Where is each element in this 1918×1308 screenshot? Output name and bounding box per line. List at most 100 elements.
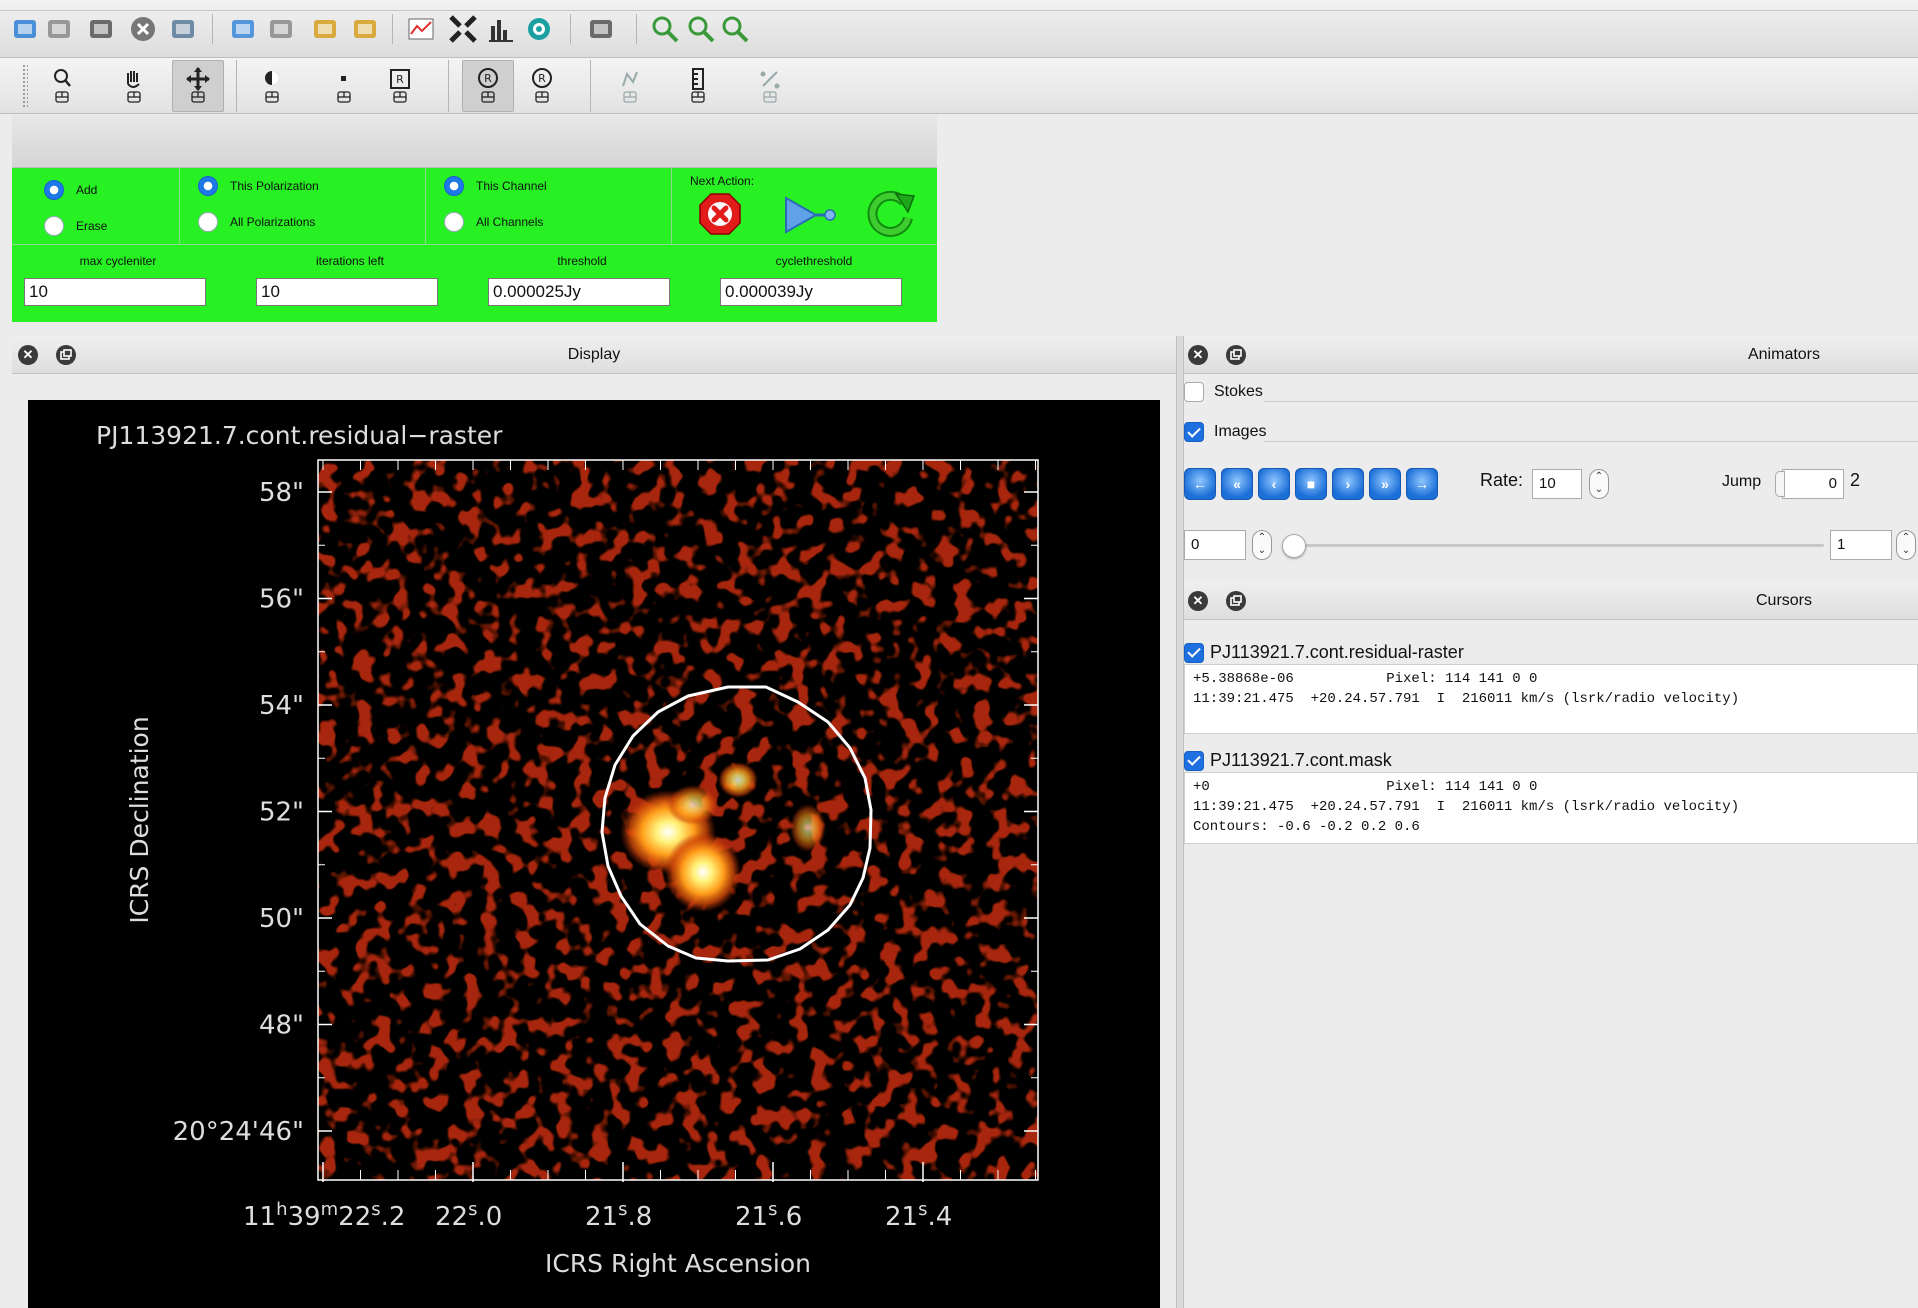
new-panel-icon[interactable] (228, 14, 258, 44)
all-channels-dot[interactable] (444, 212, 464, 232)
y-tick-label: 50" (259, 904, 304, 934)
image-canvas[interactable]: PJ113921.7.cont.residual−raster 58" 56" 54… (28, 400, 1160, 1308)
crosshair-tool-icon[interactable] (172, 60, 224, 112)
threshold-input[interactable]: 0.000025Jy (488, 278, 670, 306)
cursors-float-icon[interactable] (1226, 591, 1246, 611)
stokes-row[interactable]: Stokes (1184, 382, 1263, 402)
wrench-icon[interactable] (44, 14, 74, 44)
frame-end-stepper[interactable]: ⌃ ⌄ (1896, 530, 1916, 560)
print-icon[interactable] (586, 14, 616, 44)
contrast-tool-icon[interactable] (246, 60, 298, 112)
copy-window-icon[interactable] (86, 14, 116, 44)
pan-tool-icon[interactable] (108, 60, 160, 112)
this-polarization-dot[interactable] (198, 176, 218, 196)
continue-button[interactable] (782, 194, 838, 236)
profile-chart-icon[interactable] (406, 14, 436, 44)
toolbar-grip[interactable] (22, 64, 28, 108)
iterations-left-input[interactable]: 10 (256, 278, 438, 306)
field-label-2: threshold (557, 254, 607, 268)
load-panel-icon[interactable] (350, 14, 380, 44)
stokes-checkbox[interactable] (1184, 382, 1204, 402)
stop-icon[interactable]: ■ (1295, 468, 1327, 500)
rewind-icon[interactable]: ← (1184, 468, 1216, 500)
all-polarizations-dot[interactable] (198, 212, 218, 232)
frame-slider-track[interactable] (1284, 544, 1824, 547)
display-close-icon[interactable]: ✕ (18, 345, 38, 365)
jump-input[interactable]: 0 (1782, 469, 1844, 499)
images-row[interactable]: Images (1184, 422, 1266, 442)
cursors-dock-title: Cursors (1755, 592, 1812, 609)
this-channel-dot[interactable] (444, 176, 464, 196)
cursor-item-raster[interactable]: PJ113921.7.cont.residual-raster (1184, 642, 1464, 663)
paintbrush-icon[interactable] (168, 14, 198, 44)
frame-end-input[interactable]: 1 (1830, 530, 1892, 560)
cursor-raster-checkbox[interactable] (1184, 642, 1204, 663)
add-radio[interactable]: Add (44, 180, 97, 200)
panel-settings-icon[interactable] (266, 14, 296, 44)
total-frames: 2 (1850, 470, 1861, 490)
to-start-icon[interactable]: « (1221, 468, 1253, 500)
step-forward-icon[interactable]: › (1332, 468, 1364, 500)
x-tick-label: 21s.8 (585, 1199, 652, 1232)
restart-button[interactable] (864, 188, 916, 240)
display-float-icon[interactable] (56, 345, 76, 365)
toolbar-strip (12, 114, 937, 168)
cursor-raster-readout: +5.38868e-06 Pixel: 114 141 0 0 11:39:21… (1184, 664, 1918, 734)
rate-input[interactable]: 10 (1532, 469, 1582, 499)
fit-target-icon[interactable] (524, 14, 554, 44)
display-dock-title: Display (567, 346, 621, 363)
rate-stepper[interactable]: ⌃ ⌄ (1589, 469, 1609, 499)
all-polarizations-radio[interactable]: All Polarizations (198, 212, 315, 232)
ruler-tool-icon[interactable] (672, 60, 724, 112)
to-end-icon[interactable]: » (1369, 468, 1401, 500)
distance-tool-icon[interactable] (744, 60, 796, 112)
rect-region-tool-icon[interactable]: R (374, 60, 426, 112)
cyclethreshold-input[interactable]: 0.000039Jy (720, 278, 902, 306)
erase-radio[interactable]: Erase (44, 216, 107, 236)
polyline-tool-icon[interactable] (604, 60, 656, 112)
this-channel-radio[interactable]: This Channel (444, 176, 547, 196)
ellipse-region-tool-icon[interactable]: R (462, 60, 514, 112)
this-polarization-label: This Polarization (230, 179, 319, 193)
dock-splitter[interactable] (1176, 336, 1184, 1308)
step-back-icon[interactable]: ‹ (1258, 468, 1290, 500)
all-channels-radio[interactable]: All Channels (444, 212, 543, 232)
add-radio-dot[interactable] (44, 180, 64, 200)
play-forward-icon[interactable]: → (1406, 468, 1438, 500)
animators-panel: Stokes Images ← «‹ ■ ›» → Rate: 10 ⌃ ⌄ Jump 0… (1184, 374, 1918, 576)
frame-slider-handle[interactable] (1282, 534, 1306, 558)
save-panel-icon[interactable] (310, 14, 340, 44)
x-tick-label: 21s.4 (885, 1199, 952, 1232)
shrink-icon[interactable] (448, 14, 478, 44)
zoom-out-icon[interactable] (720, 14, 750, 44)
x-tick-label: 11h39m22s.2 (243, 1199, 405, 1232)
stop-icon (699, 193, 741, 235)
images-checkbox[interactable] (1184, 422, 1204, 442)
this-polarization-radio[interactable]: This Polarization (198, 176, 319, 196)
jump-stepper[interactable] (1775, 471, 1785, 497)
animators-close-icon[interactable]: ✕ (1188, 345, 1208, 365)
histogram-icon[interactable] (486, 14, 516, 44)
point-tool-icon[interactable] (318, 60, 370, 112)
zoom-icon[interactable] (650, 14, 680, 44)
frame-start-stepper[interactable]: ⌃ ⌄ (1252, 530, 1272, 560)
stop-button[interactable] (698, 192, 742, 236)
rate-label: Rate: (1480, 470, 1524, 490)
zoom-tool-icon[interactable] (36, 60, 88, 112)
open-folder-icon[interactable] (10, 14, 40, 44)
mask-contour (600, 685, 873, 963)
cursors-close-icon[interactable]: ✕ (1188, 591, 1208, 611)
animators-float-icon[interactable] (1226, 345, 1246, 365)
stokes-label: Stokes (1214, 383, 1263, 400)
frame-start-input[interactable]: 0 (1184, 530, 1246, 560)
image-plot[interactable]: PJ113921.7.cont.residual−raster 58" 56" 54… (28, 400, 1160, 1308)
close-circle-icon[interactable] (128, 14, 158, 44)
max-cycleniter-input[interactable]: 10 (24, 278, 206, 306)
y-axis-label: ICRS Declination (125, 716, 154, 923)
cursor-mask-checkbox[interactable] (1184, 750, 1204, 771)
images-label: Images (1214, 423, 1267, 440)
polygon-region-tool-icon[interactable]: R (516, 60, 568, 112)
erase-radio-dot[interactable] (44, 216, 64, 236)
cursor-item-mask[interactable]: PJ113921.7.cont.mask (1184, 750, 1392, 771)
zoom-in-icon[interactable] (686, 14, 716, 44)
